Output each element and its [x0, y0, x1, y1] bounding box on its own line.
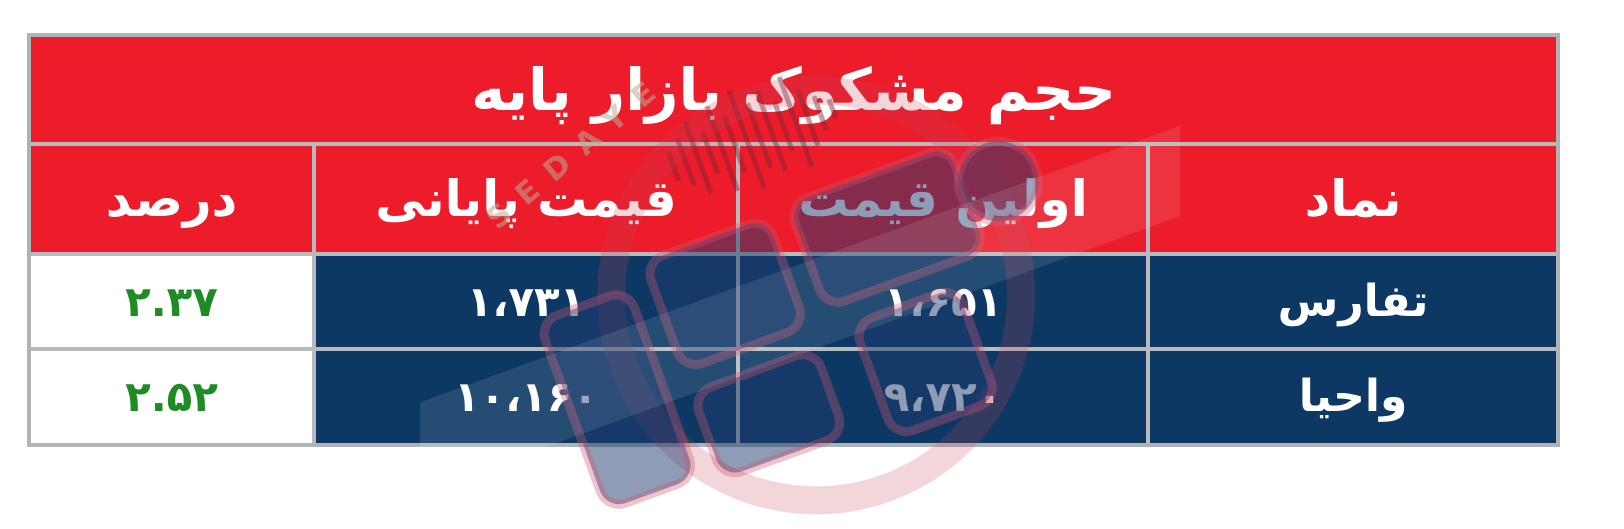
first-price-cell: ۱،۶۵۱: [740, 256, 1146, 347]
header-percent: درصد: [31, 146, 312, 252]
header-symbol: نماد: [1150, 146, 1556, 252]
header-close-price: قیمت پایانی: [316, 146, 736, 252]
header-first-price: اولین قیمت: [740, 146, 1146, 252]
suspicious-volume-table: حجم مشکوک بازار پایه درصد قیمت پایانی او…: [27, 33, 1560, 447]
table-title: حجم مشکوک بازار پایه: [31, 37, 1556, 142]
symbol-cell: واحیا: [1150, 351, 1556, 443]
percent-cell: ۲.۵۲: [31, 351, 312, 443]
close-price-cell: ۱،۷۳۱: [316, 256, 736, 347]
symbol-cell: تفارس: [1150, 256, 1556, 347]
first-price-cell: ۹،۷۲۰: [740, 351, 1146, 443]
percent-cell: ۲.۳۷: [31, 256, 312, 347]
close-price-cell: ۱۰،۱۶۰: [316, 351, 736, 443]
